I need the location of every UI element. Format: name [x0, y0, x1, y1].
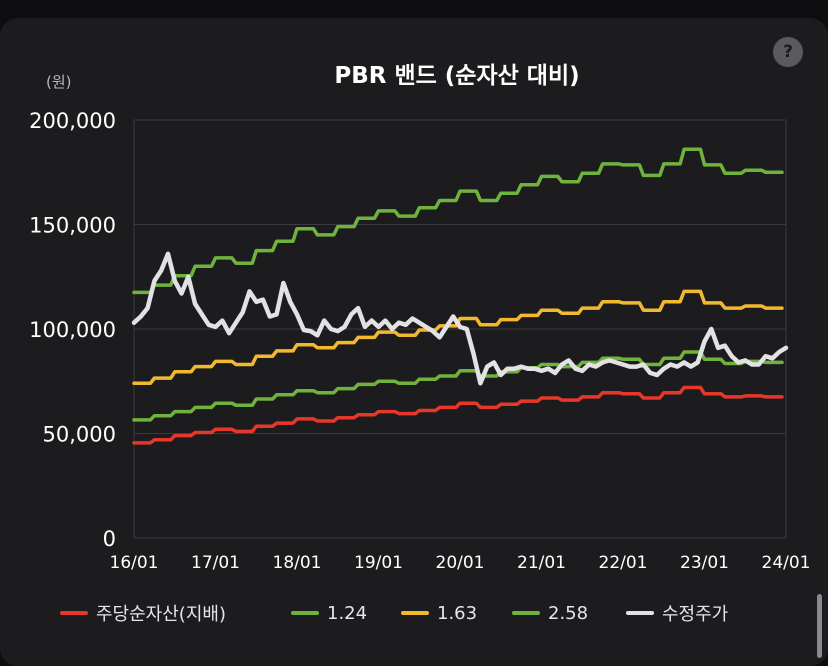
x-tick-label: 18/01 [273, 553, 322, 573]
legend-item[interactable]: 주당순자산(지배) [60, 598, 226, 628]
series-line-0 [132, 385, 784, 445]
legend-item[interactable]: 2.58 [512, 598, 588, 628]
legend-swatch [291, 611, 319, 615]
y-tick-label: 0 [103, 527, 116, 551]
x-tick-label: 17/01 [191, 553, 240, 573]
series-line-3 [132, 147, 784, 295]
x-tick-label: 22/01 [599, 553, 648, 573]
legend-label: 1.63 [437, 602, 478, 624]
legend-swatch [626, 611, 654, 615]
legend-swatch [512, 611, 540, 615]
help-icon[interactable]: ? [773, 37, 803, 67]
x-tick-label: 21/01 [517, 553, 566, 573]
chart-title: PBR 밴드 (순자산 대비) [334, 63, 580, 89]
legend-item[interactable]: 수정주가 [626, 598, 728, 628]
y-tick-label: 100,000 [29, 318, 116, 342]
y-axis-unit: (원) [46, 73, 72, 91]
legend-label: 1.24 [327, 602, 368, 624]
series-line-2 [132, 289, 784, 386]
x-tick-label: 24/01 [762, 553, 811, 573]
x-tick-label: 20/01 [436, 553, 485, 573]
legend-item[interactable]: 1.24 [291, 598, 367, 628]
chart-card [0, 18, 828, 666]
x-tick-label: 16/01 [110, 553, 159, 573]
chart-legend: 주당순자산(지배) 1.24 1.63 2.58 수정주가 [0, 598, 828, 628]
scrollbar[interactable] [817, 594, 822, 658]
legend-label: 수정주가 [662, 604, 729, 625]
legend-swatch [401, 611, 429, 615]
y-tick-label: 150,000 [29, 214, 116, 238]
x-tick-label: 19/01 [354, 553, 403, 573]
series-line-1 [132, 350, 784, 422]
y-tick-label: 50,000 [43, 423, 116, 447]
series-line-4 [131, 251, 789, 386]
y-tick-label: 200,000 [29, 109, 116, 133]
legend-item[interactable]: 1.63 [401, 598, 477, 628]
x-tick-label: 23/01 [680, 553, 729, 573]
legend-label: 2.58 [548, 602, 589, 624]
legend-swatch [60, 611, 88, 615]
legend-label: 주당순자산(지배) [96, 604, 226, 625]
